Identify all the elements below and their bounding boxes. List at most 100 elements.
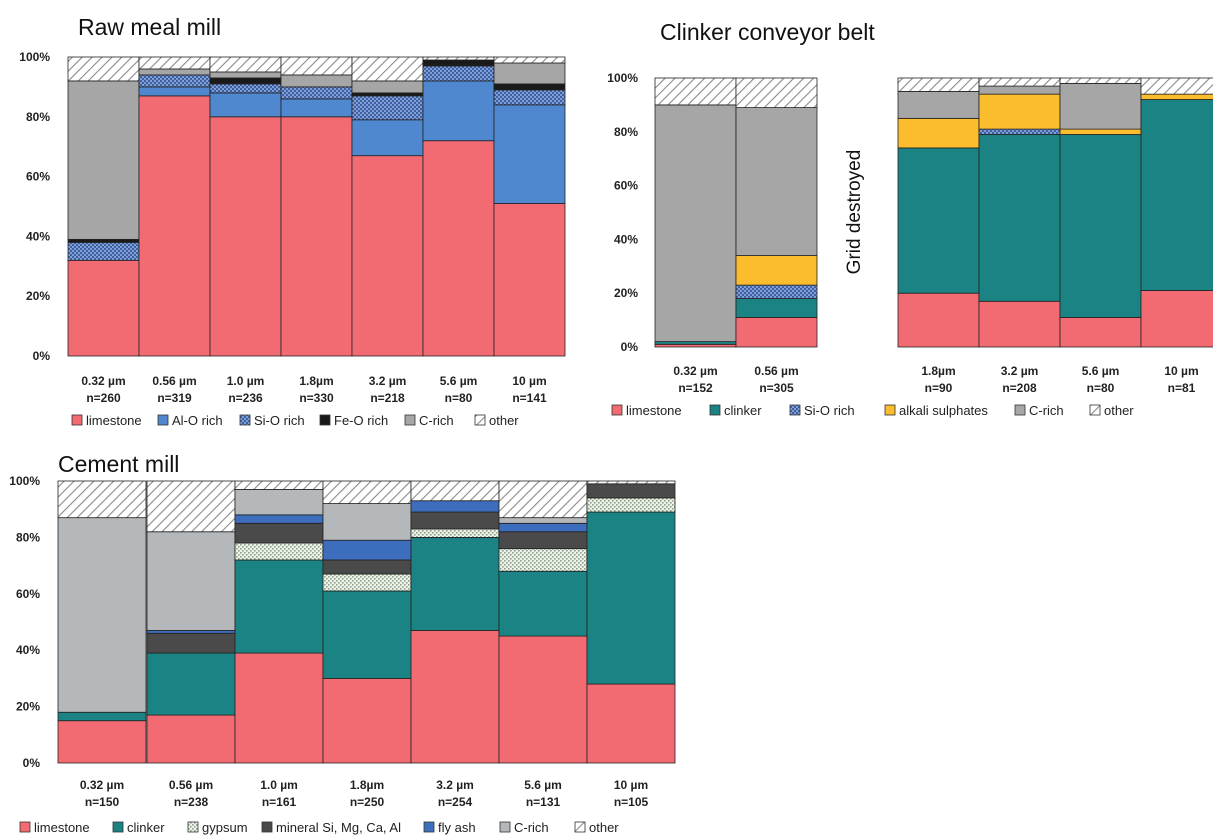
- legend-label-other: other: [1104, 403, 1134, 418]
- legend-swatch-c-rich: [499, 821, 511, 833]
- bar-segment-limestone: [897, 292, 980, 348]
- legend-swatch-al-o-rich: [157, 414, 169, 426]
- bar-segment-fe-o-rich: [209, 77, 282, 85]
- bar-segment-al-o-rich: [280, 98, 353, 118]
- count-label: n=131: [526, 795, 561, 809]
- legend-label-fe-o-rich: Fe-O rich: [334, 413, 388, 428]
- bar-segment-clinker: [1059, 134, 1142, 318]
- bar-segment-fe-o-rich: [422, 59, 495, 67]
- bars: [654, 77, 1213, 348]
- legend-swatch-clinker: [709, 404, 721, 416]
- legend-label-c-rich: C-rich: [514, 820, 549, 835]
- legend-label-limestone: limestone: [626, 403, 682, 418]
- bar-segment-other: [586, 480, 676, 485]
- bar-segment-clinker: [410, 537, 500, 631]
- legend-label-clinker: clinker: [127, 820, 165, 835]
- category-label: 10 µm: [512, 374, 546, 388]
- y-tick-label: 20%: [614, 286, 638, 300]
- category-label: 5.6 µm: [1082, 364, 1120, 378]
- bar-segment-other: [1140, 77, 1213, 95]
- legend-swatch-limestone: [71, 414, 83, 426]
- category-label: 1.8µm: [350, 778, 384, 792]
- bar-segment-c-rich: [351, 80, 424, 94]
- bar-segment-c-rich: [897, 91, 980, 119]
- count-label: n=161: [262, 795, 297, 809]
- category-label: 1.8µm: [921, 364, 955, 378]
- bar-segment-si-o-rich: [209, 83, 282, 94]
- bar-segment-other: [146, 480, 236, 533]
- legend-swatch-si-o-rich: [789, 404, 801, 416]
- y-tick-label: 80%: [16, 530, 40, 544]
- bar-segment-limestone: [67, 259, 140, 357]
- bar-segment-c-rich: [735, 107, 818, 256]
- bar-segment-fly-ash: [410, 500, 500, 513]
- count-label: n=218: [370, 391, 405, 405]
- bar-segment-other: [234, 480, 324, 490]
- legend-swatch-mineral-si-mg-ca-al: [261, 821, 273, 833]
- bar-segment-c-rich: [146, 531, 236, 631]
- category-label: 0.32 µm: [81, 374, 125, 388]
- bar-segment-other: [493, 56, 566, 64]
- grid-destroyed-annotation: Grid destroyed: [844, 150, 865, 275]
- y-tick-labels: 0% 20% 40% 60% 80% 100%: [607, 71, 638, 354]
- count-label: n=90: [925, 381, 953, 395]
- bar-segment-fly-ash: [234, 514, 324, 524]
- count-label: n=330: [299, 391, 334, 405]
- category-label: 0.56 µm: [152, 374, 196, 388]
- legend-label-alkali-sulphates: alkali sulphates: [899, 403, 988, 418]
- count-label: n=141: [512, 391, 547, 405]
- bar-segment-fe-o-rich: [351, 92, 424, 97]
- bar-segment-c-rich: [322, 503, 412, 541]
- y-tick-label: 40%: [26, 229, 50, 243]
- legend-swatch-other: [574, 821, 586, 833]
- bar-segment-clinker: [735, 298, 818, 318]
- chart-title: Raw meal mill: [78, 14, 221, 40]
- chart-title: Cement mill: [58, 451, 179, 477]
- y-tick-label: 100%: [19, 50, 50, 64]
- count-label: n=250: [350, 795, 385, 809]
- bar-segment-limestone: [209, 116, 282, 357]
- bar-segment-mineral-si-mg-ca-al: [146, 632, 236, 654]
- bar-segment-gypsum: [498, 548, 588, 572]
- count-label: n=152: [678, 381, 713, 395]
- bar-segment-other: [57, 480, 147, 519]
- bar-segment-alkali-sulphates: [1140, 93, 1213, 100]
- bar-segment-limestone: [57, 720, 147, 764]
- bar-segment-mineral-si-mg-ca-al: [234, 522, 324, 544]
- bar-segment-other: [280, 56, 353, 76]
- y-tick-labels: 0% 20% 40% 60% 80% 100%: [9, 474, 40, 770]
- count-label: n=305: [759, 381, 794, 395]
- y-tick-labels: 0% 20% 40% 60% 80% 100%: [19, 50, 50, 363]
- bar-segment-al-o-rich: [138, 86, 211, 97]
- category-label: 0.32 µm: [673, 364, 717, 378]
- y-tick-label: 80%: [614, 125, 638, 139]
- count-label: n=260: [86, 391, 121, 405]
- legend-swatch-fe-o-rich: [319, 414, 331, 426]
- bar-segment-other: [498, 480, 588, 519]
- category-label: 0.32 µm: [80, 778, 124, 792]
- legend-swatch-gypsum: [187, 821, 199, 833]
- legend-label-clinker: clinker: [724, 403, 762, 418]
- bar-segment-limestone: [351, 155, 424, 357]
- count-label: n=81: [1168, 381, 1196, 395]
- count-label: n=238: [174, 795, 209, 809]
- legend-label-limestone: limestone: [34, 820, 90, 835]
- bar-segment-other: [735, 77, 818, 108]
- count-label: n=208: [1002, 381, 1037, 395]
- legend-label-si-o-rich: Si-O rich: [254, 413, 305, 428]
- bar-segment-si-o-rich: [978, 128, 1061, 135]
- bar-segment-other: [422, 56, 495, 61]
- legend-swatch-fly-ash: [423, 821, 435, 833]
- legend-label-c-rich: C-rich: [1029, 403, 1064, 418]
- bars: [67, 56, 566, 357]
- count-label: n=319: [157, 391, 192, 405]
- bar-segment-clinker: [654, 341, 737, 345]
- bar-segment-clinker: [322, 590, 412, 679]
- y-tick-label: 100%: [607, 71, 638, 85]
- bar-segment-limestone: [146, 714, 236, 764]
- bar-segment-si-o-rich: [67, 241, 140, 261]
- bar-segment-gypsum: [410, 528, 500, 538]
- count-label: n=254: [438, 795, 473, 809]
- bar-segment-clinker: [897, 147, 980, 294]
